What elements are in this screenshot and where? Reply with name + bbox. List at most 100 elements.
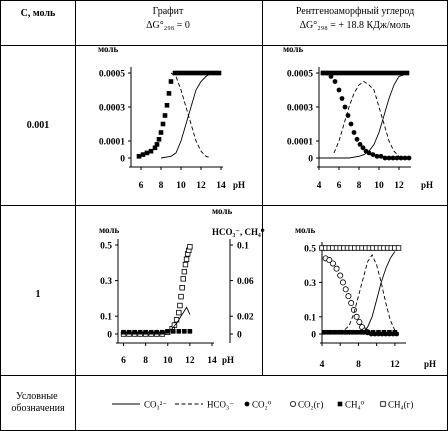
y-tick-label: 0.5 xyxy=(100,242,112,252)
legend-label: CO₂⁰ xyxy=(252,400,272,410)
x-tick-label: 8 xyxy=(357,181,362,191)
row-label-legend-line2: обозначения xyxy=(11,403,65,414)
data-point xyxy=(388,70,394,76)
data-point xyxy=(132,329,137,335)
x-axis-label: pH xyxy=(421,180,433,190)
series-line-dashed xyxy=(339,253,396,335)
series-filled-circle xyxy=(320,70,412,161)
data-point xyxy=(324,70,330,76)
series-line xyxy=(349,251,396,335)
data-point xyxy=(166,91,172,96)
data-point xyxy=(387,329,392,335)
series-line xyxy=(160,72,221,159)
data-point xyxy=(395,245,402,251)
data-point xyxy=(404,70,410,76)
data-point xyxy=(176,70,182,76)
y-tick-label: 0.0005 xyxy=(287,70,313,80)
data-point xyxy=(212,70,218,76)
data-point xyxy=(365,329,370,335)
x-axis-label: pH xyxy=(222,355,234,365)
data-point xyxy=(333,265,340,272)
data-point xyxy=(137,329,143,335)
data-point xyxy=(180,70,186,76)
data-point xyxy=(406,155,412,161)
y-tick-label: 0.0003 xyxy=(99,104,125,114)
data-point xyxy=(376,329,381,335)
y-tick-label: 0 xyxy=(308,155,313,165)
data-point xyxy=(370,152,376,158)
data-point xyxy=(366,150,372,156)
data-point xyxy=(356,318,363,325)
data-point xyxy=(356,70,362,76)
data-point xyxy=(154,142,160,147)
x-tick-label: 12 xyxy=(394,181,404,191)
y2-axis-label: моль xyxy=(212,206,232,216)
data-point xyxy=(402,155,408,161)
data-point xyxy=(144,150,150,156)
chart-graphite-0001: 0 0.0001 0.0003 0.0005 6 8 10 12 14 моль pH xyxy=(98,44,245,191)
data-point xyxy=(158,130,164,135)
y-tick-label: 0.5 xyxy=(304,245,316,255)
data-point xyxy=(336,87,342,93)
data-point xyxy=(336,70,342,76)
data-point xyxy=(176,329,182,334)
y-tick-label: 0 xyxy=(107,331,112,341)
data-point xyxy=(179,285,185,291)
y-axis-label: моль xyxy=(283,44,303,54)
legend-item: CO₂(г) xyxy=(289,400,323,410)
data-point xyxy=(216,70,222,76)
data-point xyxy=(164,103,170,108)
data-point xyxy=(196,70,202,76)
series-line xyxy=(333,80,400,157)
y-tick-label: 0.1 xyxy=(304,313,316,323)
data-point xyxy=(208,70,214,76)
data-point xyxy=(178,293,184,300)
header-graphite-sub: ΔG°₂₉₈ = 0 xyxy=(146,20,190,31)
data-point xyxy=(143,329,148,335)
data-point xyxy=(342,104,348,110)
series-line-solid xyxy=(319,72,410,159)
data-point xyxy=(136,154,142,159)
data-point xyxy=(184,70,190,76)
row-label-0001: 0.001 xyxy=(27,120,50,131)
data-point xyxy=(172,70,178,76)
legend-item: CH₄(г) xyxy=(380,400,413,410)
y-axis-label: моль xyxy=(98,44,118,54)
row-label-legend: Условные обозначения xyxy=(11,391,65,414)
y-tick-label: 0 xyxy=(311,331,316,341)
x-tick-label: 14 xyxy=(207,356,217,366)
data-point xyxy=(321,329,327,335)
y2-tick-label: 0.06 xyxy=(237,277,254,287)
data-point xyxy=(320,70,326,76)
legend-label: CO₃²⁻ xyxy=(144,400,167,410)
series-line xyxy=(170,72,212,159)
data-point xyxy=(348,121,354,127)
x-tick-label: 6 xyxy=(121,356,126,366)
data-point xyxy=(121,329,126,335)
chart-graphite-1: 0 0.1 0.3 0.5 6 8 10 12 14 моль pH 0 0.02 0.06 0.1 моль… xyxy=(99,206,265,366)
y-tick-label: 0.0005 xyxy=(99,70,125,80)
data-point xyxy=(378,153,384,159)
legend-swatch xyxy=(380,401,386,407)
data-point xyxy=(182,261,189,268)
data-point xyxy=(329,260,336,267)
data-point xyxy=(364,70,370,76)
data-point xyxy=(396,70,402,76)
data-point xyxy=(400,70,406,76)
series-open-square xyxy=(319,245,402,251)
data-point xyxy=(170,329,176,334)
data-point xyxy=(384,70,390,76)
x-tick-label: 8 xyxy=(143,356,148,366)
legend-swatch xyxy=(289,400,296,407)
data-point xyxy=(181,268,188,275)
x-tick-label: 6 xyxy=(337,181,342,191)
series-line xyxy=(319,72,410,159)
x-tick-label: 12 xyxy=(196,181,206,191)
data-point xyxy=(156,137,162,142)
header-amorph: Рентгеноаморфный углерод xyxy=(296,6,414,17)
data-point xyxy=(159,329,165,335)
y-tick-label: 0.3 xyxy=(304,279,316,289)
x-tick-label: 8 xyxy=(159,181,164,191)
legend-item: CO₂⁰ xyxy=(244,400,272,410)
header-graphite: Графит xyxy=(153,6,184,17)
